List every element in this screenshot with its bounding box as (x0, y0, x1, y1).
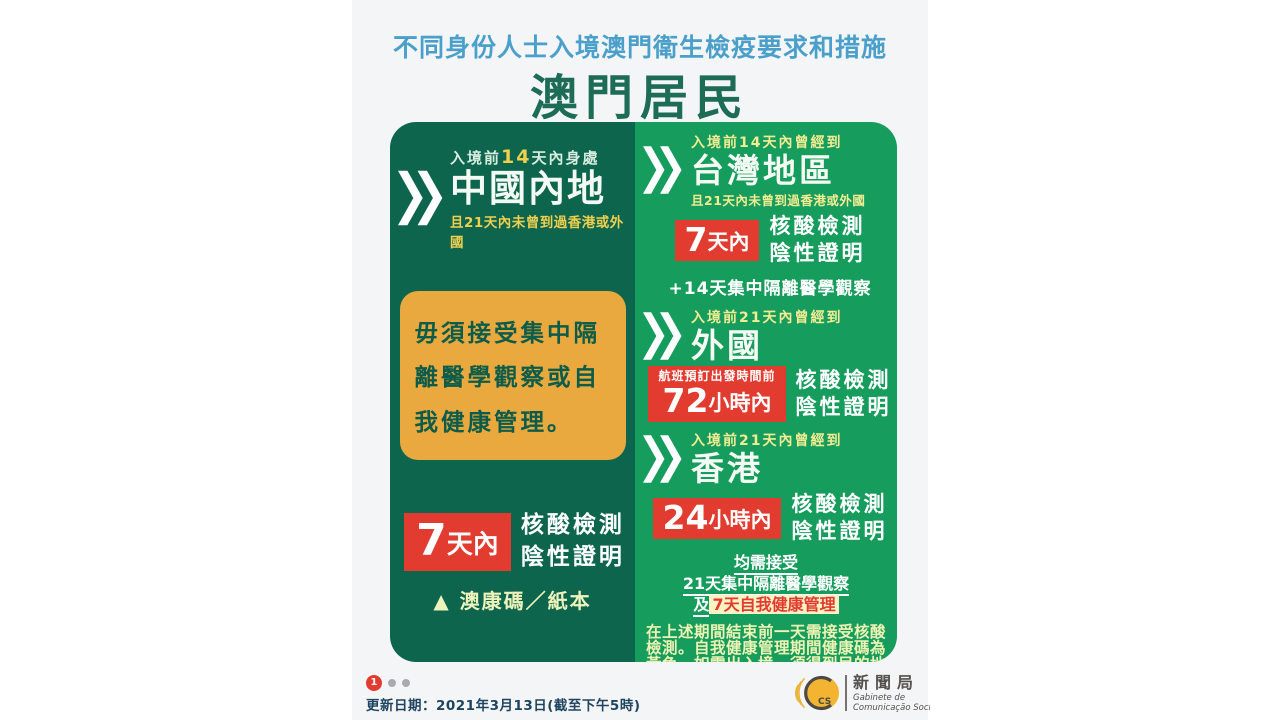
svg-text:CS: CS (818, 697, 831, 707)
test-result-text: 核酸檢測 陰性證明 (769, 213, 865, 268)
taiwan-entry-window: 入境前14天內曾經到 (691, 135, 843, 151)
taiwan-condition: 且21天內未曾到過香港或外國 (691, 192, 866, 208)
test-result-line1: 核酸檢測 (791, 491, 888, 516)
gcs-emblem-icon: CS (804, 675, 839, 711)
summary-line1: 均需接受 (635, 553, 897, 576)
summary-line2: 21天集中隔離醫學觀察 (635, 574, 897, 597)
logo-pt-line1: Gabinete de (853, 693, 905, 703)
entry-post: 天內身處 (531, 149, 600, 167)
hongkong-entry-window: 入境前21天內曾經到 (691, 432, 843, 449)
signal-arcs-icon (795, 677, 806, 709)
test-result-line1: 核酸檢測 (520, 512, 625, 539)
chevron-double-icon (643, 311, 682, 360)
test-result-text: 核酸檢測 陰性證明 (791, 491, 887, 546)
panel-mainland-china: 入境前14天內身處 中國內地 且21天內未曾到過香港或外國 毋須接受集中隔離醫學… (390, 122, 635, 662)
pagination: 1 (366, 675, 410, 691)
place-name-mainland: 中國內地 (450, 167, 606, 210)
foreign-header-text: 入境前21天內曾經到 外國 (691, 307, 842, 365)
section-foreign: 入境前21天內曾經到 外國 航班預訂出發時間前 72小時內 核酸檢測 陰性證明 (643, 307, 897, 422)
test-result-line2: 陰性證明 (769, 241, 866, 266)
badge-number: 7 (684, 219, 708, 259)
update-date: 更新日期：2021年3月13日(截至下午5時) (366, 698, 641, 714)
mainland-header-text: 入境前14天內身處 中國內地 且21天內未曾到過香港或外國 (450, 146, 635, 251)
logo-pt-line2: Comunicação Social (853, 703, 930, 713)
logo-cn-text: 新聞局 (853, 673, 919, 692)
page-dot[interactable] (388, 679, 396, 687)
page-title: 不同身份人士入境澳門衛生檢疫要求和措施 (392, 33, 887, 62)
place-name-taiwan: 台灣地區 (691, 151, 835, 190)
section-hongkong: 入境前21天內曾經到 香港 24小時內 核酸檢測 陰性證明 (643, 430, 897, 546)
triangle-icon: ▲ (433, 588, 451, 613)
test-result-text: 核酸檢測 陰性證明 (521, 510, 625, 572)
section-header-foreign: 入境前21天內曾經到 外國 (643, 307, 897, 365)
badge-unit: 小時內 (708, 390, 772, 415)
entry-days: 14 (501, 146, 532, 168)
requirements-card: 入境前14天內身處 中國內地 且21天內未曾到過香港或外國 毋須接受集中隔離醫學… (390, 122, 897, 662)
foreign-test-row: 航班預訂出發時間前 72小時內 核酸檢測 陰性證明 (643, 366, 897, 422)
badge-number: 72 (662, 380, 709, 420)
badge-unit: 天內 (446, 529, 499, 560)
summary-line3: 及 7天自我健康管理 (635, 594, 897, 617)
health-code-note: ▲ 澳康碼／紙本 (390, 585, 635, 614)
page-dot-current[interactable]: 1 (366, 675, 382, 691)
time-window-badge-hongkong: 24小時內 (652, 497, 782, 539)
chevron-double-icon (398, 171, 443, 226)
section-header-hongkong: 入境前21天內曾經到 香港 (643, 430, 897, 488)
taiwan-header-text: 入境前14天內曾經到 台灣地區 且21天內未曾到過香港或外國 (691, 132, 865, 209)
health-code-note-text: 澳康碼／紙本 (459, 588, 592, 613)
entry-window-line: 入境前14天內身處 (450, 146, 635, 168)
badge-number: 24 (662, 497, 709, 537)
mainland-test-row: 7天內 核酸檢測 陰性證明 (390, 510, 635, 572)
gcs-logo: CS 新聞局 Gabinete de Comunicação Social (795, 673, 930, 713)
time-window-badge-mainland: 7天內 (404, 512, 511, 571)
exemption-notice-box: 毋須接受集中隔離醫學觀察或自我健康管理。 (399, 290, 626, 461)
quarantine-summary: 均需接受 21天集中隔離醫學觀察 及 7天自我健康管理 (635, 553, 897, 617)
time-window-badge-foreign: 航班預訂出發時間前 72小時內 (648, 366, 786, 422)
test-result-line1: 核酸檢測 (769, 213, 866, 238)
test-result-line1: 核酸檢測 (795, 367, 892, 392)
page-dot[interactable] (402, 679, 410, 687)
chevron-double-icon (643, 435, 682, 483)
taiwan-extra-quarantine: +14天集中隔離醫學觀察 (668, 278, 872, 299)
page-subtitle: 澳門居民 (529, 70, 750, 126)
section-header-taiwan: 入境前14天內曾經到 台灣地區 且21天內未曾到過香港或外國 (643, 132, 897, 209)
test-result-line2: 陰性證明 (795, 395, 892, 420)
test-result-text: 核酸檢測 陰性證明 (796, 367, 892, 422)
badge-label: 航班預訂出發時間前 (658, 369, 776, 384)
place-name-hongkong: 香港 (691, 448, 763, 488)
entry-pre: 入境前 (450, 149, 502, 167)
hongkong-test-row: 24小時內 核酸檢測 陰性證明 (643, 491, 897, 546)
foreign-entry-window: 入境前21天內曾經到 (691, 309, 843, 326)
badge-unit: 天內 (707, 229, 750, 254)
place-name-foreign: 外國 (691, 325, 763, 365)
taiwan-test-row: 7天內 核酸檢測 陰性證明 (643, 213, 897, 268)
badge-unit: 小時內 (708, 507, 772, 532)
test-result-line2: 陰性證明 (791, 519, 888, 544)
time-window-badge-taiwan: 7天內 (674, 219, 760, 261)
panel-other-regions: 入境前14天內曾經到 台灣地區 且21天內未曾到過香港或外國 7天內 核酸檢測 … (635, 122, 897, 662)
self-management-highlight: 7天自我健康管理 (709, 594, 839, 614)
hongkong-header-text: 入境前21天內曾經到 香港 (691, 430, 842, 488)
exemption-notice-text: 毋須接受集中隔離醫學觀察或自我健康管理。 (414, 318, 600, 436)
chevron-double-icon (643, 146, 682, 195)
test-result-line2: 陰性證明 (520, 543, 625, 570)
badge-number: 7 (416, 514, 447, 566)
fine-print-note: 在上述期間結束前一天需接受核酸檢測。自我健康管理期間健康碼為黃色，如需出入境，須… (646, 622, 887, 662)
mainland-condition: 且21天內未曾到過香港或外國 (450, 214, 624, 251)
section-header-mainland: 入境前14天內身處 中國內地 且21天內未曾到過香港或外國 (398, 146, 635, 251)
section-taiwan: 入境前14天內曾經到 台灣地區 且21天內未曾到過香港或外國 7天內 核酸檢測 … (643, 132, 897, 299)
